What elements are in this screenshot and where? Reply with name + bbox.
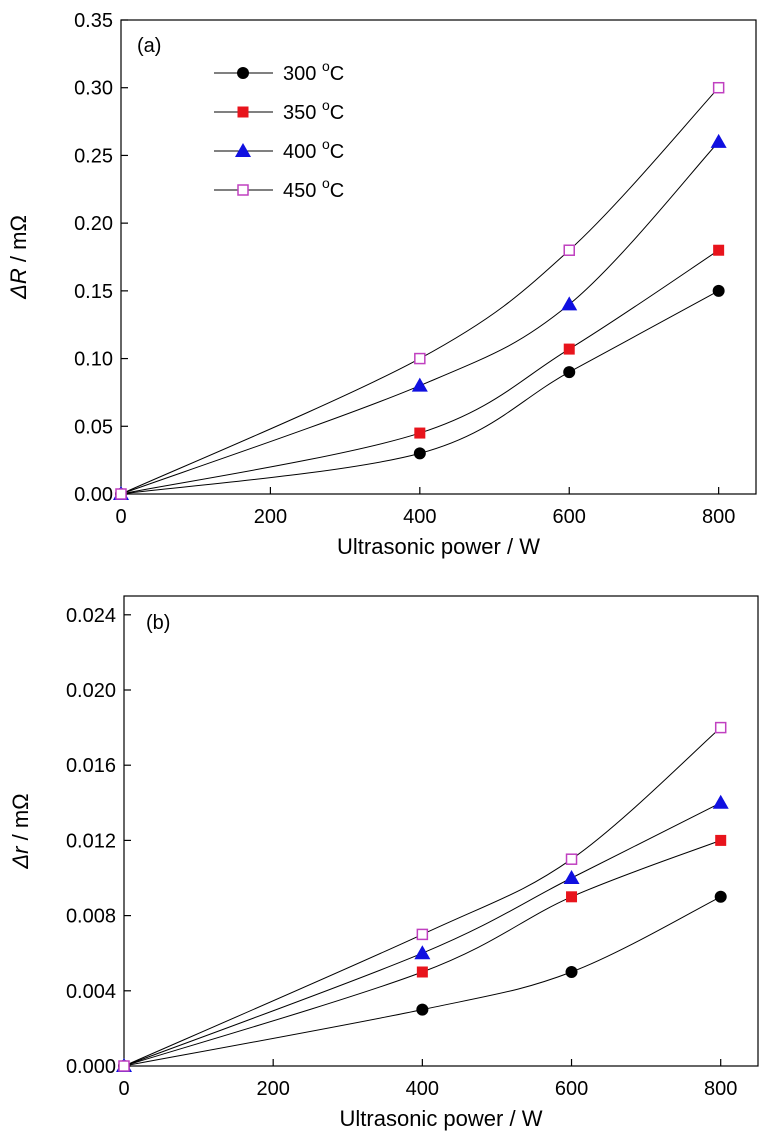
x-tick-label: 400 xyxy=(406,1078,439,1100)
series-350-point xyxy=(563,343,575,355)
series-350-curve xyxy=(123,839,721,1067)
series-300-point xyxy=(416,1003,429,1016)
y-tick-label: 0.00 xyxy=(74,484,113,506)
y-tick-label: 0.004 xyxy=(66,981,116,1003)
series-300-point xyxy=(714,890,727,903)
x-tick-label: 800 xyxy=(704,1078,737,1100)
y-tick-label: 0.10 xyxy=(74,349,113,371)
series-450-point xyxy=(712,81,725,94)
legend-label-300: 300 oC xyxy=(283,58,344,85)
series-300-point xyxy=(712,284,725,297)
series-450-point xyxy=(565,853,578,865)
series-350-point xyxy=(566,891,578,903)
x-tick-label: 800 xyxy=(702,506,735,528)
y-axis-title: Δr / mΩ xyxy=(8,793,33,869)
series-450-curve xyxy=(120,87,720,495)
series-400-curve xyxy=(123,802,721,1067)
x-tick-label: 600 xyxy=(553,506,586,528)
y-tick-label: 0.024 xyxy=(66,605,116,627)
legend-marker-400 xyxy=(235,143,251,157)
y-tick-label: 0.008 xyxy=(66,906,116,928)
y-axis-title: ΔR / mΩ xyxy=(6,215,31,300)
series-300-curve xyxy=(120,290,719,495)
series-400-point xyxy=(710,133,727,148)
panel-b-chart: 0.000 0.004 0.008 0.012 0.016 0.020 0.024 0 200 4… xyxy=(8,595,759,1131)
x-tick-label: 200 xyxy=(254,506,287,528)
panel-label: (b) xyxy=(146,612,170,634)
series-400-point xyxy=(414,945,431,960)
x-axis-title: Ultrasonic power / W xyxy=(340,1106,543,1131)
y-tick-label: 0.05 xyxy=(74,416,113,438)
x-tick-label: 0 xyxy=(118,1078,129,1100)
y-tick-label: 0.35 xyxy=(74,10,113,32)
legend: 300 oC 350 oC 400 oC 450 oC xyxy=(214,58,344,202)
series-300-point xyxy=(565,966,578,978)
series-450-point xyxy=(714,721,727,734)
series-400-point xyxy=(561,296,578,311)
series-400-point xyxy=(411,377,428,392)
series-350-point xyxy=(713,244,725,256)
x-axis-title: Ultrasonic power / W xyxy=(337,534,540,559)
y-tick-label: 0.15 xyxy=(74,281,113,303)
panel-label: (a) xyxy=(137,35,161,57)
series-450-point xyxy=(118,1060,130,1072)
legend-label-350: 350 oC xyxy=(283,97,344,124)
series-450-point xyxy=(115,488,127,500)
x-tick-label: 600 xyxy=(555,1078,588,1100)
legend-marker-450 xyxy=(237,184,249,196)
series-450-point xyxy=(416,928,429,941)
series-400-curve xyxy=(120,141,720,495)
y-tick-label: 0.000 xyxy=(66,1056,116,1078)
y-tick-label: 0.016 xyxy=(66,755,116,777)
plot-frame xyxy=(123,595,759,1067)
legend-label-450: 450 oC xyxy=(283,175,344,202)
series-450-curve xyxy=(123,727,722,1067)
series-350-point xyxy=(414,427,426,439)
plot-frame xyxy=(120,19,757,495)
y-tick-label: 0.25 xyxy=(74,145,113,167)
legend-marker-350 xyxy=(237,106,249,118)
series-350-curve xyxy=(120,249,719,495)
series-400-point xyxy=(712,794,729,809)
y-tick-label: 0.20 xyxy=(74,213,113,235)
panel-a-chart: 0.00 0.05 0.10 0.15 0.20 0.25 0.30 0.35 0 200 400 6… xyxy=(6,10,757,559)
y-tick-label: 0.012 xyxy=(66,830,116,852)
series-450-point xyxy=(563,244,575,256)
x-tick-label: 200 xyxy=(256,1078,289,1100)
legend-label-400: 400 oC xyxy=(283,136,344,163)
x-tick-label: 0 xyxy=(115,506,126,528)
series-300-point xyxy=(563,366,576,379)
y-tick-label: 0.020 xyxy=(66,680,116,702)
legend-marker-300 xyxy=(237,67,249,79)
series-300-curve xyxy=(123,896,721,1067)
series-450-point xyxy=(414,352,426,365)
series-400-point xyxy=(563,870,580,884)
y-tick-label: 0.30 xyxy=(74,78,113,100)
series-300-point xyxy=(413,447,426,460)
series-350-point xyxy=(715,834,727,846)
series-350-point xyxy=(416,966,428,978)
x-tick-label: 400 xyxy=(403,506,436,528)
